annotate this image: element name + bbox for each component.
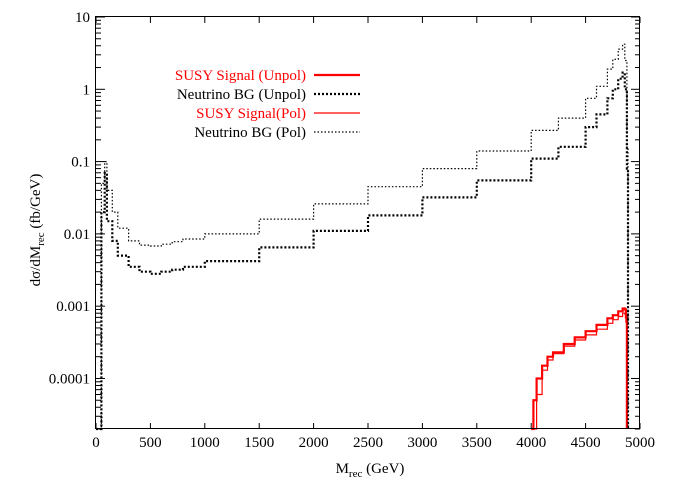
x-tick-label: 500 [139,435,162,451]
y-axis-title-main: dσ/dM [28,246,44,287]
x-tick-label: 0 [92,435,100,451]
x-axis-title-main: M [336,461,349,477]
plot-frame [95,16,640,429]
y-tick-label: 10 [75,10,90,26]
x-tick-label: 3000 [407,435,437,451]
x-tick-label: 1500 [244,435,274,451]
series-line-3 [531,312,628,430]
series-layer [96,43,630,431]
x-tick-label: 5000 [625,435,655,451]
y-tick-label: 0.001 [56,299,90,315]
legend-label: Neutrino BG (Pol) [194,125,306,141]
x-tick-label: 4000 [516,435,546,451]
y-tick-label: 0.01 [64,227,90,243]
legend-label: Neutrino BG (Unpol) [177,87,306,103]
legend: SUSY Signal (Unpol) Neutrino BG (Unpol) SU… [175,68,360,141]
y-axis-title-unit: (fb/GeV) [28,174,44,233]
legend-label: SUSY Signal(Pol) [196,106,306,122]
x-tick-label: 4500 [571,435,601,451]
y-axis-title: dσ/dMrec (fb/GeV) [28,174,47,287]
series-line-2 [96,71,630,431]
y-tick-label: 0.0001 [49,371,90,387]
axis-ticks: 0 500 1000 1500 2000 2500 3000 3500 4000 4500 5000… [49,10,655,451]
legend-label: SUSY Signal (Unpol) [175,68,306,84]
x-tick-label: 3500 [462,435,492,451]
y-tick-label: 1 [83,82,91,98]
x-tick-label: 2000 [299,435,329,451]
x-axis-title-sub: rec [349,468,363,480]
x-axis-title-unit: (GeV) [362,461,404,477]
x-tick-label: 2500 [353,435,383,451]
y-axis-title-sub: rec [35,232,47,246]
x-axis-title: Mrec (GeV) [336,461,405,480]
x-tick-label: 1000 [190,435,220,451]
y-tick-label: 0.1 [71,155,90,171]
